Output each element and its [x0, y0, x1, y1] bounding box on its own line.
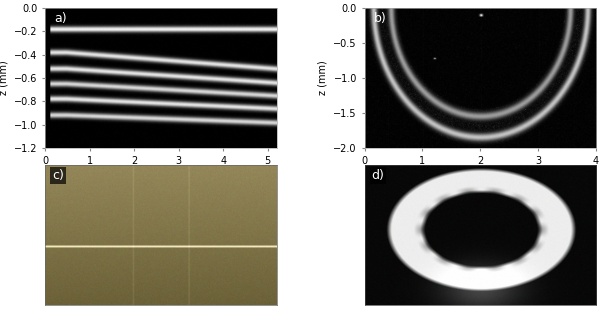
Text: b): b) [374, 12, 387, 25]
Y-axis label: z (mm): z (mm) [318, 61, 328, 95]
Text: c): c) [52, 169, 64, 182]
Y-axis label: z (mm): z (mm) [0, 61, 8, 95]
X-axis label: x (mm): x (mm) [143, 171, 179, 181]
Text: d): d) [371, 169, 384, 182]
Text: a): a) [54, 12, 67, 25]
X-axis label: x (mm): x (mm) [462, 171, 498, 181]
